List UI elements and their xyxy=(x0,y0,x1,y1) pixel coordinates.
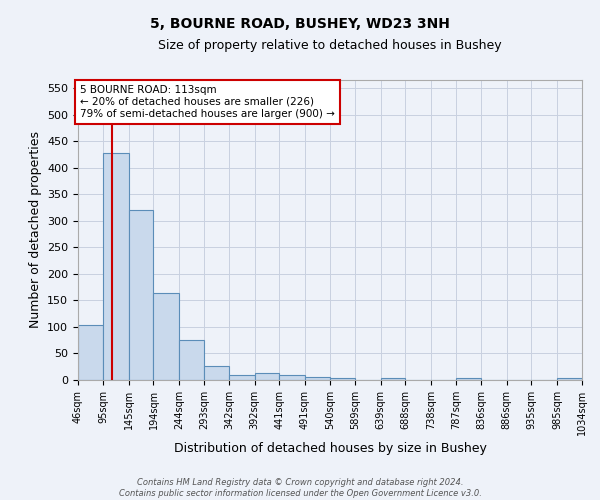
Bar xyxy=(305,378,330,380)
Bar xyxy=(128,210,154,380)
Bar xyxy=(330,378,355,380)
Bar xyxy=(557,378,582,380)
X-axis label: Distribution of detached houses by size in Bushey: Distribution of detached houses by size … xyxy=(173,442,487,455)
Bar xyxy=(204,366,229,380)
Bar xyxy=(254,373,280,380)
Bar xyxy=(229,374,254,380)
Bar xyxy=(179,340,204,380)
Bar xyxy=(103,152,128,380)
Bar xyxy=(380,378,406,380)
Text: 5 BOURNE ROAD: 113sqm
← 20% of detached houses are smaller (226)
79% of semi-det: 5 BOURNE ROAD: 113sqm ← 20% of detached … xyxy=(80,86,335,118)
Y-axis label: Number of detached properties: Number of detached properties xyxy=(29,132,41,328)
Bar xyxy=(280,374,305,380)
Title: Size of property relative to detached houses in Bushey: Size of property relative to detached ho… xyxy=(158,40,502,52)
Bar xyxy=(78,325,103,380)
Text: Contains HM Land Registry data © Crown copyright and database right 2024.
Contai: Contains HM Land Registry data © Crown c… xyxy=(119,478,481,498)
Bar xyxy=(456,378,481,380)
Text: 5, BOURNE ROAD, BUSHEY, WD23 3NH: 5, BOURNE ROAD, BUSHEY, WD23 3NH xyxy=(150,18,450,32)
Bar xyxy=(154,294,179,380)
